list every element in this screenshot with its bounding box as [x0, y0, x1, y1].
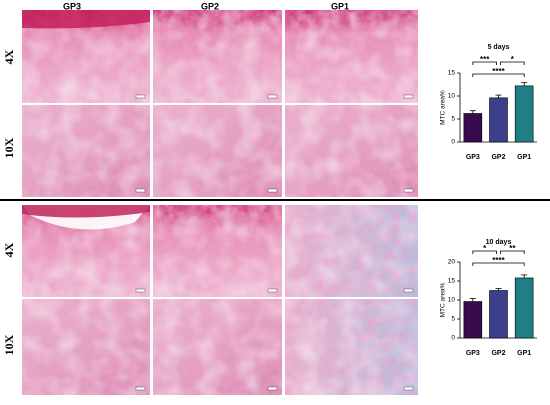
micrograph-texture: [153, 105, 282, 197]
y-tick-label: 15: [448, 278, 456, 285]
scale-bar: [403, 386, 414, 391]
scale-bar: [267, 188, 278, 193]
scale-bar: [267, 94, 278, 99]
y-axis-label: MTC area%: [440, 90, 447, 125]
y-tick-label: 0: [451, 335, 455, 342]
micrograph-texture: [285, 299, 418, 395]
x-tick-label: GP3: [466, 350, 480, 357]
scale-bar: [135, 386, 146, 391]
scale-bar: [135, 288, 146, 293]
scale-bar: [403, 94, 414, 99]
x-tick-label: GP2: [491, 154, 505, 161]
significance-label: *: [511, 55, 515, 64]
row-label: 4X: [2, 242, 16, 257]
y-tick-label: 10: [448, 93, 456, 100]
significance-label: ****: [492, 67, 505, 76]
bar: [463, 301, 483, 339]
micrograph: [22, 105, 150, 197]
y-tick-label: 5: [451, 116, 455, 123]
significance-bracket: [472, 250, 497, 254]
significance-bracket: [500, 250, 525, 254]
micrograph: [285, 205, 418, 297]
micrograph-texture: [285, 105, 418, 197]
significance-label: ****: [492, 256, 505, 265]
micrograph: [22, 299, 150, 395]
scale-bar: [403, 188, 414, 193]
micrograph: [285, 299, 418, 395]
row-label: 4X: [2, 49, 16, 64]
bar: [463, 113, 483, 143]
micrograph-texture: [153, 299, 282, 395]
micrograph: [153, 299, 282, 395]
row-label: 10X: [2, 137, 16, 158]
scale-bar: [267, 386, 278, 391]
epidermis: [22, 10, 150, 29]
micrograph-texture: [285, 10, 418, 103]
significance-label: **: [509, 244, 516, 253]
micrograph: [153, 105, 282, 197]
scale-bar: [267, 288, 278, 293]
micrograph-texture: [22, 299, 150, 395]
y-tick-label: 20: [448, 259, 456, 266]
significance-bracket: [472, 262, 525, 266]
micrograph-texture: [153, 10, 282, 103]
x-tick-label: GP1: [517, 154, 531, 161]
y-tick-label: 5: [451, 316, 455, 323]
micrograph: [285, 105, 418, 197]
row-label: 10X: [2, 334, 16, 355]
significance-bracket: [500, 61, 525, 65]
column-label: GP2: [201, 1, 219, 11]
epidermis: [22, 205, 150, 218]
micrograph-texture: [153, 205, 282, 297]
y-tick-label: 0: [451, 139, 455, 146]
x-tick-label: GP2: [491, 350, 505, 357]
y-tick-label: 10: [448, 297, 456, 304]
bar: [489, 97, 508, 143]
chart-title: 10 days: [486, 239, 512, 246]
significance-bracket: [472, 61, 497, 65]
micrograph-texture: [22, 105, 150, 197]
micrograph: [153, 205, 282, 297]
significance-label: ***: [480, 55, 490, 64]
significance-label: *: [483, 244, 487, 253]
bar: [514, 277, 534, 339]
scale-bar: [135, 188, 146, 193]
micrograph-texture: [285, 205, 418, 297]
scale-bar: [135, 94, 146, 99]
x-tick-label: GP3: [466, 154, 480, 161]
micrographs: [22, 10, 418, 395]
micrograph: [285, 10, 418, 103]
scale-bar: [403, 288, 414, 293]
bar: [514, 85, 534, 143]
bar: [489, 290, 508, 339]
column-label: GP1: [331, 1, 349, 11]
column-label: GP3: [63, 1, 81, 11]
significance-bracket: [472, 73, 525, 77]
chart-title: 5 days: [488, 44, 510, 51]
micrograph: [153, 10, 282, 103]
x-tick-label: GP1: [517, 350, 531, 357]
y-tick-label: 15: [448, 70, 456, 77]
y-axis-label: MTC area%: [440, 282, 447, 317]
